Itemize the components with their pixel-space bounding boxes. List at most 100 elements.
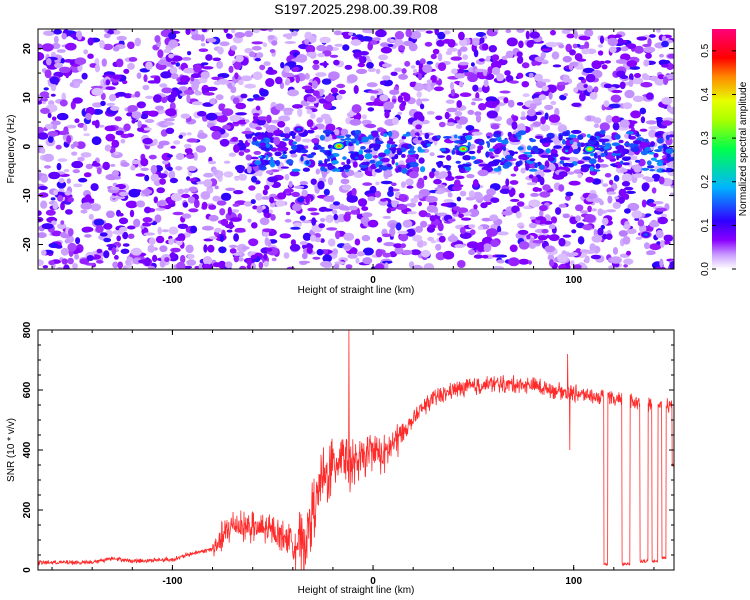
heatmap-noise-blob <box>509 244 518 253</box>
heatmap-noise-blob <box>483 79 489 88</box>
heatmap-noise-blob <box>433 178 442 185</box>
heatmap-noise-blob <box>471 101 476 106</box>
heatmap-noise-blob <box>285 211 291 216</box>
heatmap-noise-blob <box>372 100 380 106</box>
heatmap-band-blob <box>588 158 597 165</box>
heatmap-noise-blob <box>418 201 422 207</box>
heatmap-band-blob <box>283 151 287 154</box>
heatmap-noise-blob <box>462 155 472 161</box>
heatmap-band-blob <box>426 143 431 147</box>
heatmap-noise-blob <box>155 235 165 244</box>
heatmap-noise-blob <box>669 261 674 269</box>
heatmap-noise-blob <box>387 43 394 48</box>
heatmap-noise-blob <box>224 261 233 269</box>
heatmap-noise-blob <box>201 225 214 231</box>
heatmap-noise-blob <box>418 210 428 218</box>
heatmap-noise-blob <box>44 165 51 169</box>
heatmap-noise-blob <box>77 122 85 128</box>
heatmap-noise-blob <box>478 58 485 62</box>
heatmap-noise-blob <box>375 181 380 186</box>
heatmap-noise-blob <box>127 225 136 230</box>
heatmap-noise-blob <box>244 30 254 38</box>
heatmap-noise-blob <box>88 213 94 220</box>
heatmap-noise-blob <box>223 160 231 164</box>
heatmap-noise-blob <box>194 90 202 96</box>
heatmap-noise-blob <box>250 199 256 205</box>
heatmap-noise-blob <box>416 91 423 98</box>
heatmap-noise-blob <box>541 228 549 234</box>
heatmap-noise-blob <box>503 97 509 104</box>
heatmap-noise-blob <box>83 123 88 132</box>
heatmap-noise-blob <box>661 35 667 42</box>
heatmap-noise-blob <box>439 171 449 178</box>
heatmap-noise-blob <box>200 191 211 200</box>
heatmap-noise-blob <box>568 62 574 71</box>
heatmap-band-blob <box>565 152 570 155</box>
heatmap-band-blob <box>614 133 621 140</box>
heatmap-noise-blob <box>74 57 87 65</box>
heatmap-noise-blob <box>470 62 475 67</box>
heatmap-noise-blob <box>327 238 336 247</box>
heatmap-noise-blob <box>183 188 190 194</box>
heatmap-noise-blob <box>173 140 181 145</box>
heatmap-noise-blob <box>632 173 644 178</box>
heatmap-band-blob <box>529 138 537 143</box>
heatmap-noise-blob <box>653 201 664 205</box>
heatmap-noise-blob <box>118 127 123 131</box>
heatmap-noise-blob <box>634 217 640 221</box>
heatmap-noise-blob <box>518 40 524 49</box>
heatmap-noise-blob <box>446 170 452 179</box>
heatmap-noise-blob <box>284 126 291 134</box>
heatmap-noise-blob <box>201 29 207 33</box>
heatmap-noise-blob <box>383 101 395 110</box>
heatmap-noise-blob <box>631 77 644 85</box>
heatmap-noise-blob <box>443 30 451 35</box>
heatmap-noise-blob <box>657 74 665 80</box>
heatmap-band-blob <box>595 163 601 169</box>
heatmap-noise-blob <box>228 152 236 157</box>
heatmap-noise-blob <box>532 121 542 127</box>
heatmap-noise-blob <box>529 216 536 220</box>
heatmap-noise-blob <box>50 120 61 126</box>
heatmap-x-tick-label: -100 <box>162 275 182 286</box>
heatmap-noise-blob <box>157 49 164 58</box>
heatmap-noise-blob <box>621 173 633 183</box>
heatmap-noise-blob <box>518 241 530 250</box>
heatmap-noise-blob <box>375 248 383 258</box>
heatmap-noise-blob <box>195 145 207 153</box>
heatmap-noise-blob <box>50 197 56 201</box>
heatmap-noise-blob <box>203 172 214 178</box>
heatmap-noise-blob <box>235 102 247 110</box>
heatmap-band-blob <box>453 140 463 144</box>
heatmap-band-blob <box>354 129 362 135</box>
heatmap-noise-blob <box>229 248 237 254</box>
heatmap-noise-blob <box>625 43 637 49</box>
heatmap-noise-blob <box>115 58 124 68</box>
heatmap-band-blob <box>504 161 513 168</box>
heatmap-noise-blob <box>328 71 340 80</box>
heatmap-noise-blob <box>275 76 283 85</box>
heatmap-band-blob <box>281 154 288 158</box>
heatmap-band-blob <box>406 163 411 170</box>
heatmap-band-blob <box>507 131 512 138</box>
heatmap-noise-blob <box>203 92 215 96</box>
heatmap-noise-blob <box>442 250 455 260</box>
heatmap-noise-blob <box>610 256 622 264</box>
heatmap-noise-blob <box>370 40 378 45</box>
heatmap-noise-blob <box>211 76 221 81</box>
heatmap-noise-blob <box>208 214 219 222</box>
heatmap-noise-blob <box>640 81 653 88</box>
heatmap-noise-blob <box>488 45 497 53</box>
heatmap-noise-blob <box>320 238 325 243</box>
heatmap-noise-blob <box>458 61 469 66</box>
heatmap-noise-blob <box>137 127 144 132</box>
heatmap-band-blob <box>401 153 406 158</box>
heatmap-noise-blob <box>472 84 479 92</box>
heatmap-noise-blob <box>597 208 604 216</box>
heatmap-noise-blob <box>591 234 603 243</box>
heatmap-noise-blob <box>416 29 427 32</box>
heatmap-band-blob <box>401 135 407 140</box>
heatmap-band-blob <box>636 131 640 138</box>
heatmap-noise-blob <box>168 32 177 40</box>
heatmap-noise-blob <box>201 62 209 66</box>
